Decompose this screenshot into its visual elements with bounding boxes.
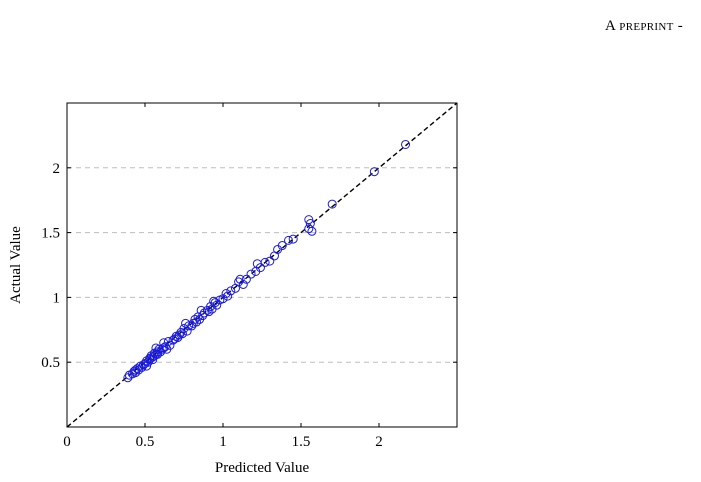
data-point: [221, 289, 231, 299]
data-point: [134, 365, 144, 375]
y-tick-label: 1.5: [41, 226, 60, 242]
x-tick-label: 1: [219, 434, 227, 450]
x-tick-label: 2: [375, 434, 383, 450]
x-axis: 0 0.5 1 1.5 2: [63, 103, 383, 450]
data-point: [210, 298, 220, 308]
data-point: [369, 167, 379, 177]
plot-frame: [66, 102, 458, 428]
y-tick-label: 2: [53, 161, 61, 177]
data-point: [157, 344, 167, 354]
data-point: [151, 343, 161, 353]
data-point: [241, 274, 251, 284]
x-tick-label: 0.5: [136, 434, 155, 450]
data-point: [191, 317, 201, 327]
y-tick-label: 0.5: [41, 355, 60, 371]
data-point: [184, 321, 194, 331]
data-point: [196, 305, 206, 315]
data-point: [218, 294, 228, 304]
data-point: [288, 234, 298, 244]
data-point: [148, 352, 158, 362]
data-point: [304, 215, 314, 225]
data-point: [265, 256, 275, 266]
running-title: A preprint -: [604, 18, 683, 34]
data-point: [284, 235, 294, 245]
data-point: [179, 324, 189, 334]
data-point: [307, 226, 317, 236]
data-point: [190, 314, 200, 324]
x-tick-label: 1.5: [292, 434, 311, 450]
data-point: [159, 338, 169, 348]
data-point: [163, 336, 173, 346]
x-tick-label: 0: [63, 434, 71, 450]
data-point: [273, 244, 283, 254]
grid-lines: [67, 167, 457, 363]
data-point: [152, 349, 162, 359]
data-point: [246, 269, 256, 279]
data-point: [226, 286, 236, 296]
data-point: [148, 355, 158, 365]
data-point: [177, 329, 187, 339]
data-point: [209, 296, 219, 306]
y-axis-title: Actual Value: [8, 226, 24, 304]
data-point: [181, 318, 191, 328]
data-point: [304, 224, 314, 234]
data-point: [165, 340, 175, 350]
data-point: [223, 291, 233, 301]
data-point: [129, 366, 139, 376]
y-axis: 0.5 1 1.5 2: [41, 161, 457, 371]
y-tick-label: 1: [53, 290, 61, 306]
data-point: [327, 199, 337, 209]
data-point: [234, 277, 244, 287]
data-point: [401, 139, 411, 149]
data-point: [199, 308, 209, 318]
data-point: [252, 259, 262, 269]
data-point: [235, 274, 245, 284]
data-point: [238, 279, 248, 289]
data-point: [160, 342, 170, 352]
data-points: [123, 139, 411, 383]
data-point: [131, 368, 141, 378]
x-axis-title: Predicted Value: [215, 460, 310, 476]
